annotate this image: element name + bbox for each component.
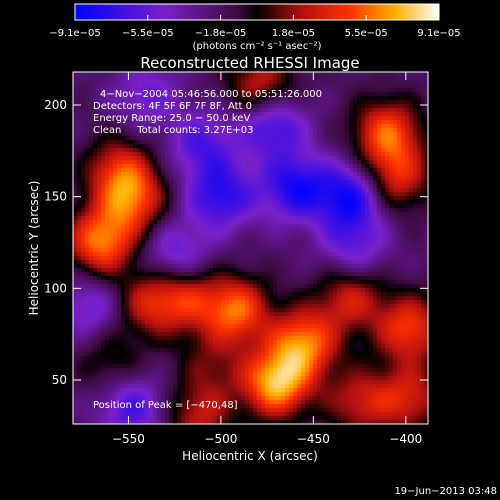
energy-range: Energy Range: 25.0 − 50.0 keV bbox=[93, 113, 250, 124]
colorbar-tick-label: −9.1e−05 bbox=[49, 28, 101, 39]
y-tick-label: 200 bbox=[44, 98, 67, 112]
chart-title: Reconstructed RHESSI Image bbox=[140, 54, 359, 72]
plot-frame bbox=[72, 71, 429, 425]
colorbar-tick-label: 5.5e−05 bbox=[345, 28, 388, 39]
y-tick-label: 150 bbox=[44, 190, 67, 204]
colorbar-tick-label: −5.5e−05 bbox=[122, 28, 174, 39]
detectors-info: Detectors: 4F 5F 6F 7F 8F, Att 0 bbox=[93, 101, 252, 112]
footer-timestamp: 19−Jun−2013 03:48 bbox=[394, 486, 497, 497]
observation-time: 4−Nov−2004 05:46:56.000 to 05:51:26.000 bbox=[100, 89, 322, 100]
y-axis-ticks: 50 100 150 200 bbox=[44, 98, 428, 387]
colorbar-ticks bbox=[74, 15, 440, 20]
colorbar-tick-labels: −9.1e−05 −5.5e−05 −1.8e−05 1.8e−05 5.5e−05 9.… bbox=[49, 28, 460, 39]
x-axis-ticks: −550 −500 −450 −400 bbox=[112, 72, 422, 446]
x-tick-label: −400 bbox=[389, 432, 422, 446]
x-axis-label: Heliocentric X (arcsec) bbox=[182, 449, 318, 463]
colorbar-unit-label: (photons cm⁻² s⁻¹ asec⁻²) bbox=[192, 41, 321, 52]
x-tick-label: −500 bbox=[204, 432, 237, 446]
y-tick-label: 100 bbox=[44, 281, 67, 295]
y-tick-label: 50 bbox=[52, 373, 67, 387]
plot-area bbox=[73, 72, 428, 424]
heatmap-image bbox=[73, 72, 428, 424]
colorbar-tick-label: 1.8e−05 bbox=[272, 28, 315, 39]
y-axis-label: Heliocentric Y (arcsec) bbox=[27, 181, 41, 316]
clean-total-counts: Clean Total counts: 3.27E+03 bbox=[93, 125, 253, 136]
x-tick-label: −550 bbox=[112, 432, 145, 446]
colorbar bbox=[74, 3, 440, 21]
colorbar-tick-label: −1.8e−05 bbox=[195, 28, 247, 39]
peak-position-label: Position of Peak = [−470,48] bbox=[93, 400, 238, 411]
colorbar-tick-label: 9.1e−05 bbox=[417, 28, 460, 39]
x-tick-label: −450 bbox=[297, 432, 330, 446]
